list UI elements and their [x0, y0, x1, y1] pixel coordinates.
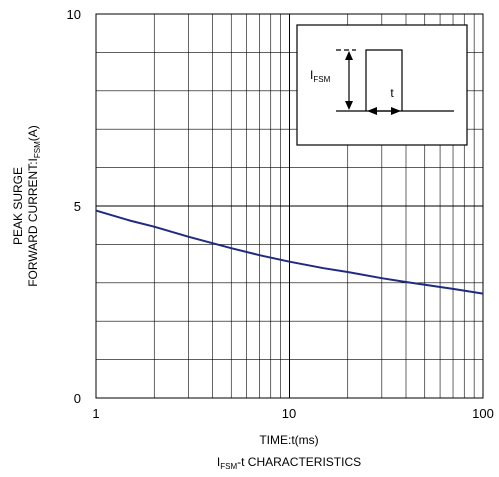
inset-pulse [365, 49, 403, 111]
inset-amplitude-arrow-up [345, 51, 353, 60]
plot-frame [95, 13, 484, 399]
x-tick-label-1: 1 [92, 406, 99, 421]
series-line [95, 209, 484, 295]
inset-waveform-diagram: IFSM t [296, 24, 468, 146]
inset-width-label: t [390, 86, 394, 100]
x-tick-label-100: 100 [472, 406, 494, 421]
y-axis-label: PEAK SURGE FORWARD CURRENT:IFSM(A) [11, 125, 42, 287]
y-axis-label-line2: FORWARD CURRENT:IFSM(A) [26, 125, 42, 287]
x-tick-label-10: 10 [282, 406, 296, 421]
inset-width-arrow-right [391, 107, 401, 115]
inset-amplitude-label: IFSM [310, 68, 331, 84]
inset-amplitude-arrow-down [345, 101, 353, 110]
chart-title: IFSM-t CHARACTERISTICS [217, 455, 361, 471]
inset-box [296, 24, 468, 146]
inset-width-arrow-left [367, 107, 377, 115]
y-tick-label-top: 10 [67, 7, 81, 22]
y-tick-label-mid: 5 [74, 199, 81, 214]
y-tick-label-bottom: 0 [74, 391, 81, 406]
x-axis-label: TIME:t(ms) [259, 433, 318, 447]
y-axis-label-line1: PEAK SURGE [11, 167, 25, 245]
